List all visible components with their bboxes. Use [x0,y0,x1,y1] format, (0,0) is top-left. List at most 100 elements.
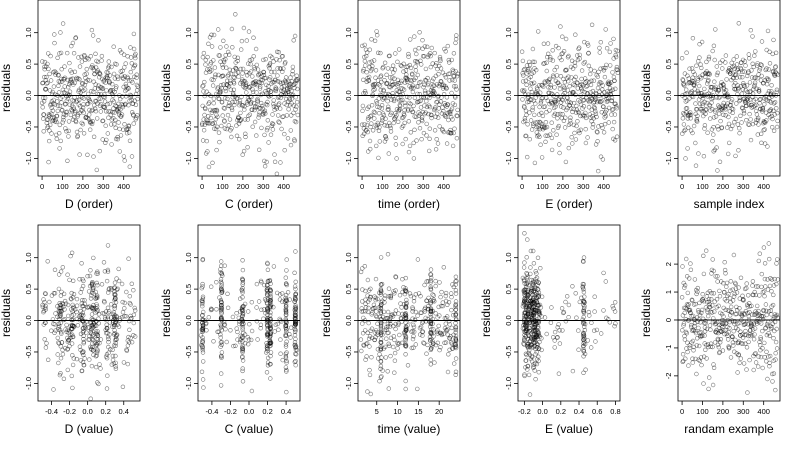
data-point [42,299,47,305]
x-tick-label: 0.4 [119,407,129,416]
data-point [203,62,208,67]
data-point [100,137,105,142]
data-point [538,142,543,147]
data-point [122,122,127,127]
data-point [98,109,104,114]
data-point [393,274,398,279]
y-tick-label: 1.0 [24,252,33,262]
data-point [133,308,138,313]
data-point [377,379,382,384]
data-point [207,69,213,75]
data-point [454,113,459,118]
data-point [764,349,769,354]
data-point [750,283,755,288]
data-point [368,391,373,397]
data-point [122,65,127,70]
data-point [46,159,51,165]
data-point [425,75,430,81]
data-point [413,75,418,81]
data-point [744,345,750,350]
data-point [218,305,224,310]
x-tick-label: 0.2 [262,407,272,416]
data-point [235,70,241,75]
data-point [259,103,265,109]
data-point [293,328,298,333]
data-point [391,344,396,350]
data-point [441,108,446,114]
y-tick-label: 0.5 [504,284,513,294]
data-point [383,134,388,139]
data-point [397,107,403,112]
data-point [43,86,49,92]
data-point [741,361,747,366]
data-point [601,68,607,73]
data-point [50,317,56,322]
x-tick-label: 300 [737,407,750,416]
data-point [685,290,690,296]
data-point [218,277,224,282]
data-point [69,250,75,256]
data-point [771,101,777,106]
data-point [562,90,567,96]
data-point [71,323,76,329]
data-point [713,107,718,113]
data-point [284,329,289,334]
data-point [95,101,100,106]
data-point [368,328,373,333]
data-point [95,283,100,288]
data-point [762,294,767,299]
data-point [581,282,586,287]
data-point [278,160,283,165]
data-point [120,68,125,74]
data-point [705,94,710,99]
data-point [424,298,430,304]
data-point [103,109,109,114]
data-point [364,69,369,75]
data-point [569,58,575,63]
data-point [235,55,241,60]
data-point [422,307,427,312]
data-point [125,361,131,367]
data-point [584,95,589,101]
data-point [450,77,455,83]
data-point [373,68,379,73]
data-point [437,313,442,318]
data-point [410,336,416,342]
data-point [534,271,539,276]
data-point [406,51,411,57]
data-point [773,339,779,345]
data-point [408,37,413,42]
data-point [131,46,137,52]
data-point [613,86,618,92]
data-point [238,110,243,116]
data-point [265,260,270,266]
data-point [287,97,292,102]
data-point [427,319,432,324]
data-point [55,352,60,357]
data-point [64,322,69,328]
data-point [588,345,594,350]
data-point [767,353,773,359]
data-point [736,352,741,358]
data-point [774,124,780,130]
data-point [560,328,565,333]
data-point [451,284,456,290]
data-point [255,99,260,104]
data-points [199,12,300,177]
data-point [445,369,451,375]
data-point [94,116,100,121]
x-tick-label: 100 [696,182,709,191]
data-point [56,286,62,292]
data-point [56,341,62,346]
data-point [135,96,140,102]
data-point [292,359,297,365]
data-point [418,332,423,337]
data-point [88,296,94,301]
data-point [110,347,115,352]
data-point [63,301,69,306]
data-point [104,278,110,284]
data-point [560,97,566,103]
data-point [436,83,442,89]
data-point [396,311,401,316]
y-tick-label: 0.5 [504,59,513,69]
